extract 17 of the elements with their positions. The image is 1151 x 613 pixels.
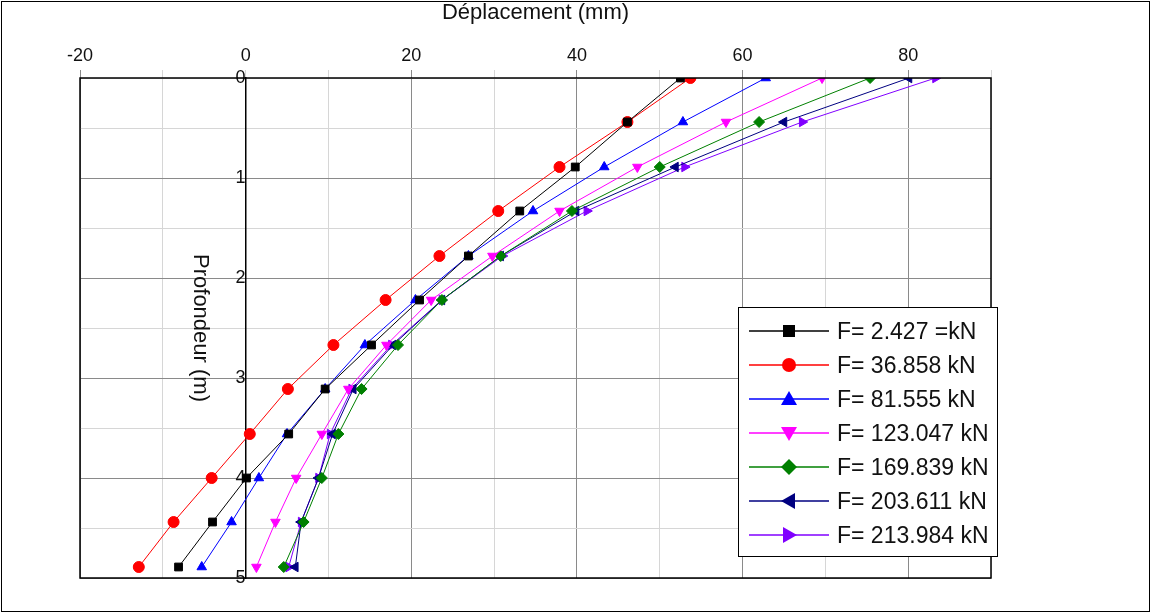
x-tick-label: 80 — [898, 45, 919, 66]
x-tick-label: -20 — [66, 45, 94, 66]
legend-label: F= 203.611 kN — [837, 487, 987, 515]
y-axis-title: Profondeur (m) — [189, 254, 215, 402]
y-tick-label: 3 — [235, 366, 246, 387]
legend-label: F= 81.555 kN — [837, 385, 976, 413]
legend-label: F= 213.984 kN — [837, 521, 989, 549]
x-tick-label: 40 — [566, 45, 587, 66]
y-tick-label: 2 — [235, 266, 246, 287]
legend-label: F= 169.839 kN — [837, 453, 989, 481]
y-tick-label: 1 — [235, 166, 246, 187]
x-tick-label: 20 — [401, 45, 422, 66]
legend-label: F= 123.047 kN — [837, 419, 989, 447]
x-tick-label: 60 — [732, 45, 753, 66]
legend-label: F= 2.427 =kN — [837, 317, 977, 345]
legend-label: F= 36.858 kN — [837, 351, 976, 379]
x-axis-title: Déplacement (mm) — [441, 0, 630, 25]
